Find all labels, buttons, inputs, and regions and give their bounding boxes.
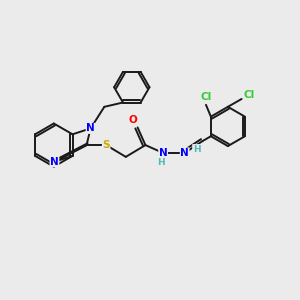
Text: H: H xyxy=(193,145,200,154)
Text: N: N xyxy=(86,123,95,134)
Text: O: O xyxy=(128,115,137,124)
Text: Cl: Cl xyxy=(244,90,255,100)
Text: N: N xyxy=(50,157,59,167)
Text: H: H xyxy=(157,158,165,167)
Text: N: N xyxy=(180,148,189,158)
Text: S: S xyxy=(102,140,110,150)
Text: N: N xyxy=(159,148,167,158)
Text: Cl: Cl xyxy=(200,92,211,102)
